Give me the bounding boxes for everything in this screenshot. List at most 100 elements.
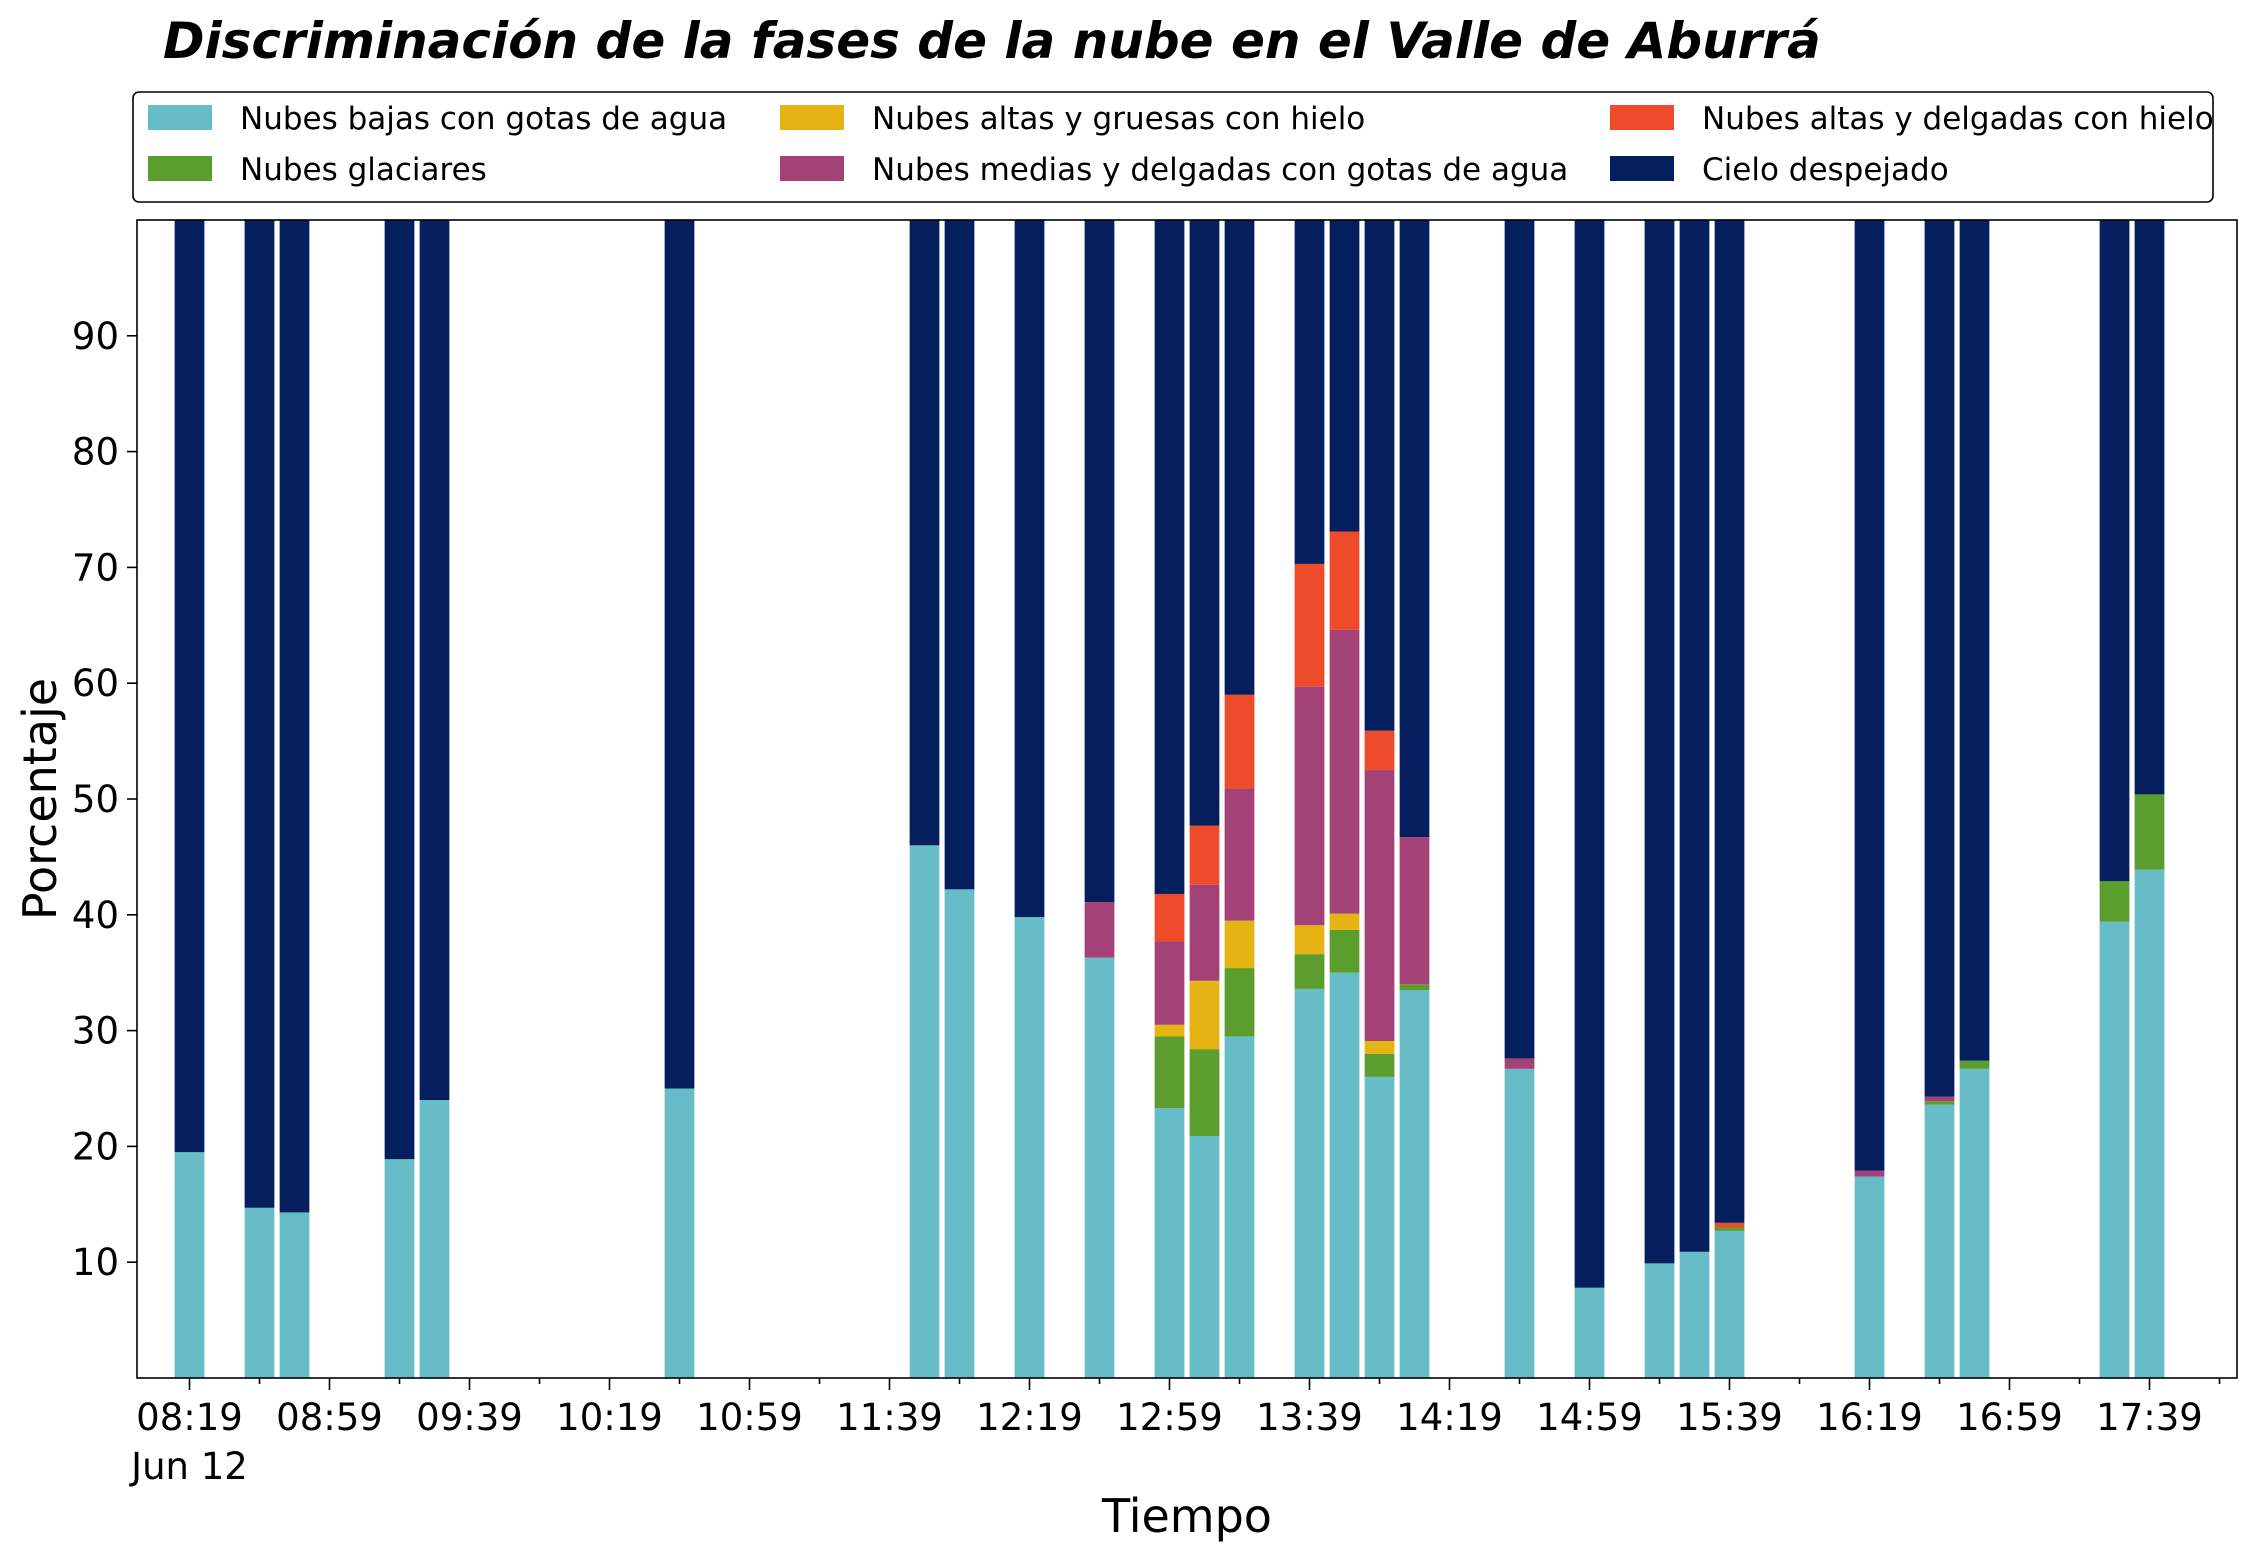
bar-segment (1364, 730, 1395, 771)
bar-segment (1189, 980, 1220, 1050)
bar-segment (1924, 220, 1955, 1097)
bar-segment (1714, 1227, 1745, 1231)
bar-segment (664, 220, 695, 1089)
legend-swatch (148, 105, 212, 130)
y-tick-label: 30 (72, 1010, 119, 1053)
bar-segment (2134, 869, 2165, 1378)
bar-segment (1364, 1041, 1395, 1054)
bar-segment (1294, 220, 1325, 564)
legend-swatch (148, 156, 212, 181)
bar-segment (944, 889, 975, 1378)
y-tick-label: 60 (72, 662, 119, 705)
legend-swatch (1610, 156, 1674, 181)
bars (174, 220, 2165, 1378)
y-tick-label: 40 (72, 894, 119, 937)
bar-segment (1329, 929, 1360, 973)
bar-segment (1294, 686, 1325, 926)
bar-segment (1399, 990, 1430, 1378)
bar-segment (2099, 921, 2130, 1378)
bar-segment (1959, 220, 1990, 1061)
bar-segment (1084, 220, 1115, 903)
bar-segment (1329, 531, 1360, 630)
y-tick-label: 70 (72, 546, 119, 589)
bar-segment (2134, 220, 2165, 795)
bar-segment (1224, 968, 1255, 1037)
bar-segment (1714, 1230, 1745, 1378)
legend-swatch (780, 156, 844, 181)
bar-segment (1224, 788, 1255, 921)
bar-segment (1574, 220, 1605, 1288)
legend-label: Nubes medias y delgadas con gotas de agu… (872, 152, 1568, 188)
bar-segment (1154, 941, 1185, 1025)
x-tick-label: 14:19 (1396, 1396, 1503, 1439)
y-tick-label: 10 (72, 1241, 119, 1284)
y-axis: 10 20 30 40 50 60 70 80 90 (72, 315, 137, 1284)
bar-segment (1294, 988, 1325, 1378)
bar-segment (244, 220, 275, 1208)
legend-frame (132, 91, 2214, 203)
legend-swatch (1610, 105, 1674, 130)
legend-label: Nubes altas y delgadas con hielo (1702, 101, 2214, 137)
bar-segment (1924, 1101, 1955, 1105)
bar-segment (1154, 1108, 1185, 1378)
x-tick-label: 11:39 (836, 1396, 943, 1439)
bar-segment (1014, 220, 1045, 918)
bar-segment (1364, 220, 1395, 731)
bar-segment (1679, 1251, 1710, 1378)
bar-segment (1364, 770, 1395, 1042)
x-tick-label: 09:39 (416, 1396, 523, 1439)
bar-segment (1154, 1036, 1185, 1109)
bar-segment (419, 220, 450, 1101)
bar-segment (1224, 920, 1255, 969)
x-tick-label: 14:59 (1536, 1396, 1643, 1439)
bar-segment (1399, 984, 1430, 991)
bar-segment (1714, 1222, 1745, 1228)
bar-segment (1329, 220, 1360, 532)
chart-title: Discriminación de la fases de la nube en… (163, 12, 1821, 70)
bar-segment (664, 1088, 695, 1378)
x-tick-label: 16:59 (1956, 1396, 2063, 1439)
legend-label: Nubes bajas con gotas de agua (240, 101, 727, 137)
bar-segment (1364, 1076, 1395, 1378)
bar-segment (1854, 220, 1885, 1171)
bar-segment (1294, 563, 1325, 687)
bar-segment (1329, 913, 1360, 930)
bar-segment (1854, 1170, 1885, 1177)
bar-segment (1189, 1135, 1220, 1378)
bar-segment (1084, 902, 1115, 958)
bar-segment (1714, 220, 1745, 1223)
bar-segment (1924, 1104, 1955, 1378)
bar-segment (1154, 1024, 1185, 1037)
legend-label: Nubes altas y gruesas con hielo (872, 101, 1365, 137)
bar-segment (244, 1207, 275, 1378)
bar-segment (1014, 917, 1045, 1378)
x-tick-label: 08:19 (136, 1396, 243, 1439)
x-tick-label: 12:59 (1116, 1396, 1223, 1439)
bar-segment (1364, 1053, 1395, 1077)
bar-segment (1504, 220, 1535, 1059)
bar-segment (1189, 220, 1220, 826)
y-axis-label: Porcentaje (13, 678, 67, 920)
bar-segment (279, 1212, 310, 1378)
bar-segment (1224, 694, 1255, 789)
bar-segment (1294, 925, 1325, 955)
bar-segment (1924, 1096, 1955, 1102)
bar-segment (1189, 884, 1220, 981)
bar-segment (384, 1159, 415, 1378)
y-tick-label: 20 (72, 1125, 119, 1168)
x-tick-label: 12:19 (976, 1396, 1083, 1439)
bar-segment (2134, 794, 2165, 870)
x-tick-label: 17:39 (2096, 1396, 2203, 1439)
bar-segment (1154, 893, 1185, 942)
bar-segment (174, 1152, 205, 1378)
bar-segment (419, 1100, 450, 1378)
legend: Nubes bajas con gotas de agua Nubes glaci… (132, 91, 2214, 203)
bar-segment (1399, 837, 1430, 985)
bar-segment (1679, 220, 1710, 1252)
y-tick-label: 90 (72, 315, 119, 358)
x-axis: 08:19 Jun 12 08:59 09:39 10:19 10:59 11:39 12:1… (129, 1378, 2221, 1488)
bar-segment (1644, 1263, 1675, 1378)
bar-segment (1504, 1058, 1535, 1069)
